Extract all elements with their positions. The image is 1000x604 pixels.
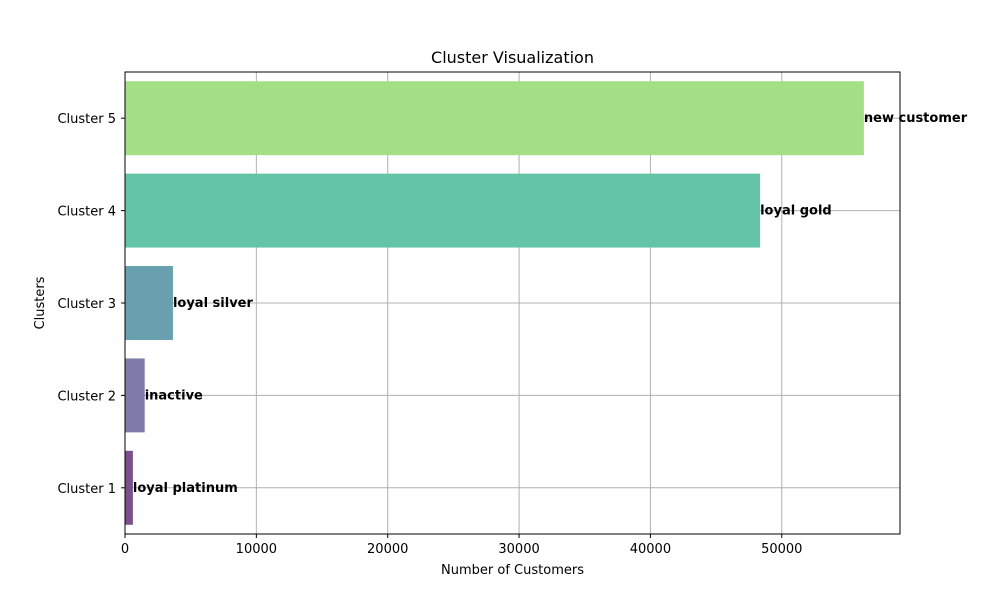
bar-label: loyal gold	[760, 204, 832, 219]
bar	[125, 173, 761, 248]
bar-label: loyal platinum	[133, 481, 238, 496]
y-tick-label: Cluster 2	[57, 389, 116, 404]
bar	[125, 81, 864, 156]
y-tick-label: Cluster 4	[57, 205, 116, 220]
bar-label: loyal silver	[173, 296, 254, 311]
label-layer: loyal platinum inactive loyal silver loyal …	[133, 111, 968, 496]
y-tick-label: Cluster 3	[57, 297, 116, 312]
bar	[125, 358, 145, 433]
y-axis-title: Clusters	[33, 276, 48, 329]
tick-layer: 0 10000 20000 30000 40000 50000 Cluster 1 Clust…	[57, 112, 802, 557]
x-tick-label: 0	[121, 542, 129, 557]
bar-label: inactive	[145, 388, 203, 403]
bar	[125, 266, 173, 340]
x-tick-label: 10000	[236, 542, 277, 557]
chart-title: Cluster Visualization	[431, 48, 594, 67]
bar-layer	[125, 81, 864, 525]
x-tick-label: 20000	[367, 542, 408, 557]
x-axis-title: Number of Customers	[441, 563, 584, 578]
y-tick-label: Cluster 1	[57, 482, 116, 497]
x-tick-label: 30000	[498, 542, 539, 557]
y-tick-label: Cluster 5	[57, 112, 116, 127]
bar	[125, 450, 133, 525]
x-tick-label: 40000	[630, 542, 671, 557]
bar-label: new customer	[864, 111, 968, 126]
x-tick-label: 50000	[761, 542, 802, 557]
